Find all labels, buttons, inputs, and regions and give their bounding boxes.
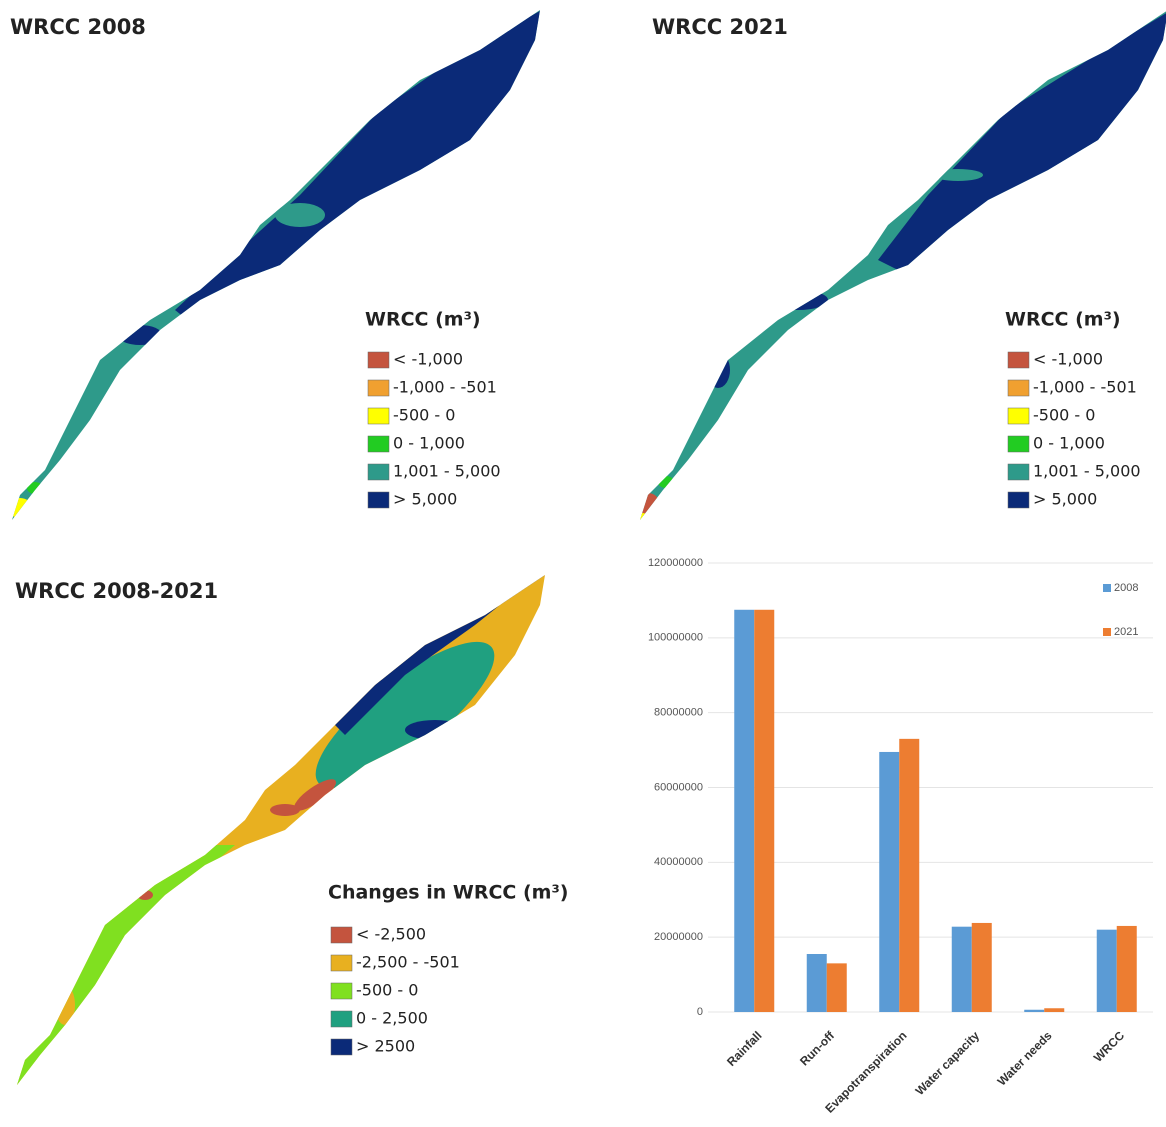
map-2008 <box>0 0 560 530</box>
bar <box>952 927 972 1012</box>
legend-swatch <box>368 492 389 508</box>
bar <box>1024 1010 1044 1012</box>
bar <box>807 954 827 1012</box>
y-tick-label: 0 <box>697 1006 703 1018</box>
legend-swatch <box>1008 492 1029 508</box>
x-tick-label: Run-off <box>797 1028 838 1069</box>
map-title: WRCC 2008-2021 <box>15 579 218 603</box>
legend-swatch <box>1103 628 1111 636</box>
legend-swatch <box>1103 584 1111 592</box>
legend-label: < -1,000 <box>393 350 463 369</box>
legend-label: -1,000 - -501 <box>1033 378 1137 397</box>
map-title: WRCC 2008 <box>10 15 146 39</box>
legend-label: 0 - 2,500 <box>356 1009 428 1028</box>
map-title: WRCC 2021 <box>652 15 788 39</box>
legend-swatch <box>331 983 352 999</box>
bar <box>1044 1008 1064 1012</box>
legend-label: 0 - 1,000 <box>1033 434 1105 453</box>
legend-label: -500 - 0 <box>1033 406 1095 425</box>
legend-swatch <box>331 1011 352 1027</box>
bar <box>754 610 774 1012</box>
legend-label: -2,500 - -501 <box>356 953 460 972</box>
bar <box>879 752 899 1012</box>
y-tick-label: 60000000 <box>654 781 703 793</box>
legend-label: < -1,000 <box>1033 350 1103 369</box>
legend-label: 2008 <box>1114 582 1138 594</box>
legend-label: 1,001 - 5,000 <box>393 462 501 481</box>
legend-label: > 5,000 <box>393 490 457 509</box>
legend-swatch <box>1008 408 1029 424</box>
legend-swatch <box>1008 436 1029 452</box>
legend-swatch <box>368 352 389 368</box>
bar <box>1097 930 1117 1012</box>
legend-title: WRCC (m³) <box>365 309 481 331</box>
legend-swatch <box>1008 352 1029 368</box>
legend-label: > 2500 <box>356 1037 415 1056</box>
legend-label: 1,001 - 5,000 <box>1033 462 1141 481</box>
legend-swatch <box>331 927 352 943</box>
y-tick-label: 100000000 <box>648 632 703 644</box>
legend-label: 2021 <box>1114 626 1138 638</box>
bar <box>827 963 847 1012</box>
legend-title: Changes in WRCC (m³) <box>328 882 568 904</box>
legend-swatch <box>368 436 389 452</box>
legend-swatch <box>368 380 389 396</box>
legend-swatch <box>331 1039 352 1055</box>
map-change <box>5 565 565 1095</box>
bar <box>972 923 992 1012</box>
y-tick-label: 40000000 <box>654 856 703 868</box>
legend-label: > 5,000 <box>1033 490 1097 509</box>
bar <box>1117 926 1137 1012</box>
legend-swatch <box>331 955 352 971</box>
figure: WRCC 2008 WRCC (m³) < -1,000 -1,000 - -501 -… <box>0 0 1166 1127</box>
y-tick-label: 120000000 <box>648 557 703 569</box>
y-tick-label: 80000000 <box>654 707 703 719</box>
x-tick-label: Water capacity <box>913 1028 983 1098</box>
legend-swatch <box>1008 380 1029 396</box>
x-tick-label: Water needs <box>995 1028 1055 1088</box>
bar <box>899 739 919 1012</box>
legend-label: -500 - 0 <box>356 981 418 1000</box>
x-tick-label: WRCC <box>1091 1028 1128 1065</box>
legend-label: 0 - 1,000 <box>393 434 465 453</box>
legend-swatch <box>368 464 389 480</box>
legend-label: < -2,500 <box>356 925 426 944</box>
legend-label: -1,000 - -501 <box>393 378 497 397</box>
x-tick-label: Evapotranspiration <box>822 1028 909 1115</box>
x-tick-label: Rainfall <box>724 1028 765 1069</box>
bar <box>734 610 754 1012</box>
legend-swatch <box>368 408 389 424</box>
y-tick-label: 20000000 <box>654 931 703 943</box>
legend-title: WRCC (m³) <box>1005 309 1121 331</box>
legend-swatch <box>1008 464 1029 480</box>
legend-label: -500 - 0 <box>393 406 455 425</box>
